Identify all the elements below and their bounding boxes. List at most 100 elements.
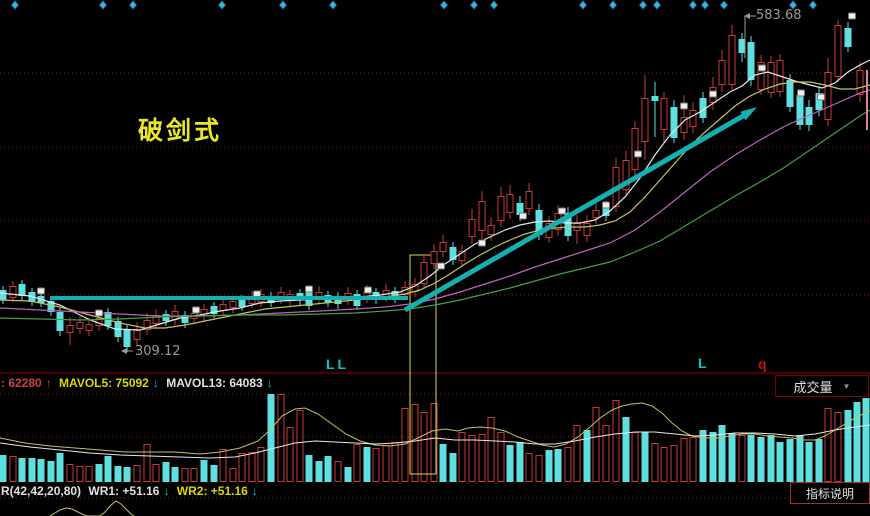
- candle-body: [631, 128, 639, 170]
- volume-bar: [612, 400, 620, 482]
- volume-bar: [670, 445, 678, 482]
- white-marker: [817, 93, 825, 101]
- wr2-value: WR2: +51.16: [176, 484, 248, 498]
- candle-body: [85, 324, 93, 331]
- label-l: L: [698, 355, 707, 371]
- candle-body: [660, 98, 668, 130]
- top-diamond: [638, 0, 648, 10]
- wr-params: R(42,42,20,80): [1, 484, 82, 498]
- wr-curve: [49, 500, 135, 516]
- volume-bar: [190, 468, 198, 482]
- candle-body: [622, 160, 630, 190]
- volume-bar: [439, 444, 447, 482]
- volume-bar: [689, 437, 697, 482]
- white-marker: [437, 262, 445, 270]
- volume-indicator-header: : 62280 ↑ MAVOL5: 75092 ↓ MAVOL13: 64083 ↓: [1, 376, 277, 390]
- volume-bar: [767, 435, 775, 482]
- top-diamond: [489, 0, 499, 10]
- candle-body: [133, 330, 141, 340]
- candle-body: [47, 301, 55, 312]
- volume-bar: [728, 433, 736, 482]
- volume-bar: [85, 466, 93, 482]
- volume-bar: [844, 410, 852, 482]
- candle-body: [181, 315, 189, 323]
- mavol5-yellow: [0, 402, 870, 455]
- mavol5-value: MAVOL5: 75092: [59, 376, 149, 390]
- volume-bar: [458, 432, 466, 482]
- white-marker: [797, 89, 805, 97]
- volume-bar: [277, 394, 285, 482]
- candle-body: [757, 62, 765, 90]
- down-arrow-icon: ↓: [266, 376, 273, 390]
- breakout-box: [409, 254, 437, 475]
- top-diamond: [688, 0, 698, 10]
- down-arrow-icon: ↓: [251, 484, 258, 498]
- candle-body: [718, 60, 726, 85]
- ma-green: [0, 109, 870, 321]
- diamond-layer: [10, 0, 818, 10]
- top-diamond: [217, 0, 227, 10]
- indicator-help-button[interactable]: 指标说明: [790, 482, 870, 504]
- volume-bar: [28, 458, 36, 482]
- volume-bar: [363, 447, 371, 482]
- top-diamond: [788, 0, 798, 10]
- volume-bar: [0, 455, 7, 482]
- volume-bar: [525, 453, 533, 482]
- volume-bar: [796, 435, 804, 482]
- volume-bar: [680, 438, 688, 482]
- volume-bar: [420, 412, 428, 482]
- volume-bar: [709, 432, 717, 482]
- candle-body: [602, 208, 610, 216]
- candle-body: [123, 330, 131, 347]
- candle-body: [738, 39, 746, 53]
- high-pointer-arrowhead: [744, 13, 750, 19]
- candle-body: [583, 223, 591, 236]
- volume-bar: [545, 450, 553, 482]
- top-diamond: [719, 0, 729, 10]
- volume-bar: [602, 425, 610, 482]
- top-diamond: [439, 0, 449, 10]
- trend-arrow-head: [740, 107, 757, 121]
- volume-bar: [815, 439, 823, 482]
- top-diamond: [98, 0, 108, 10]
- candle-body: [670, 107, 678, 138]
- volume-bar: [516, 442, 524, 482]
- volume-bar: [738, 435, 746, 482]
- candle-body: [506, 194, 514, 213]
- mavol13-value: MAVOL13: 64083: [166, 376, 263, 390]
- volume-bar: [171, 467, 179, 482]
- white-marker: [634, 150, 642, 158]
- volume-bar: [506, 445, 514, 482]
- volume-bar: [718, 425, 726, 482]
- volume-bar: [641, 432, 649, 482]
- white-marker: [519, 212, 527, 220]
- candle-body: [391, 291, 399, 298]
- ma-magenta: [0, 89, 870, 317]
- volume-bar: [430, 403, 438, 482]
- volume-bar: [315, 461, 323, 482]
- white-marker: [602, 201, 610, 209]
- candle-body: [689, 110, 697, 127]
- candle-body: [9, 286, 17, 298]
- white-marker: [364, 286, 372, 294]
- white-marker: [192, 306, 200, 314]
- volume-bar: [267, 394, 275, 482]
- volume-bar: [181, 468, 189, 482]
- candle-body: [487, 225, 495, 235]
- volume-bar: [573, 425, 581, 482]
- candle-body: [478, 201, 486, 231]
- volume-bar: [104, 456, 112, 482]
- volume-type-dropdown[interactable]: 成交量 ▼: [775, 375, 869, 397]
- volume-bar: [622, 417, 630, 482]
- candle-body: [229, 301, 237, 308]
- volume-bar: [257, 447, 265, 482]
- volume-bar: [9, 456, 17, 482]
- volume-bar: [583, 430, 591, 482]
- volume-bar: [411, 404, 419, 482]
- wr1-value: WR1: +51.16: [88, 484, 160, 498]
- candle-body: [815, 93, 823, 110]
- top-diamond: [700, 0, 710, 10]
- candle-body: [66, 325, 74, 333]
- volume-bar: [238, 453, 246, 482]
